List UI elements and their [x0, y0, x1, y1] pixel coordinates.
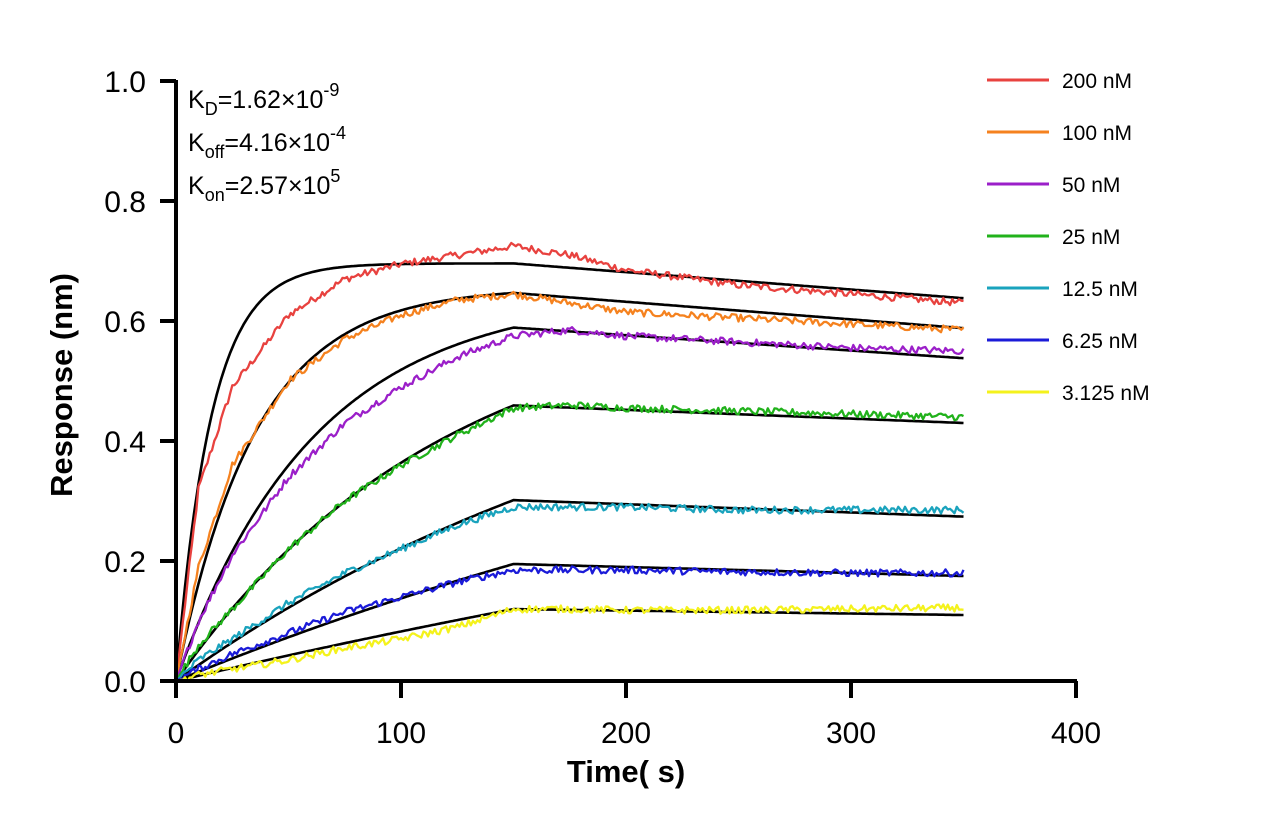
x-tick-label: 300: [826, 717, 876, 750]
fit-curve: [174, 262, 964, 682]
series-line-6: [175, 603, 964, 683]
fit-curve: [174, 404, 964, 682]
fit-curves: [174, 262, 964, 683]
x-tick-label: 100: [376, 717, 426, 750]
fit-curve: [174, 326, 964, 682]
fit-curve: [175, 498, 964, 683]
fit-curve: [175, 562, 964, 683]
kinetic-constant: Kon=2.57×105: [188, 166, 340, 205]
y-ticks: 0.0 0.2 0.4 0.6 0.8 1.0: [104, 66, 176, 699]
legend-label: 12.5 nM: [1062, 278, 1138, 301]
data-series: [174, 241, 965, 683]
axes: [174, 80, 1077, 683]
legend: 200 nM 100 nM 50 nM 25 nM 12.5 nM 6.25 nM 3.12…: [987, 70, 1150, 405]
y-tick-label: 0.4: [104, 426, 146, 459]
x-ticks: 0 100 200 300 400: [168, 681, 1101, 750]
legend-label: 25 nM: [1062, 226, 1120, 249]
series-line-4: [175, 502, 965, 682]
series-line-5: [175, 565, 965, 683]
y-tick-label: 0.0: [104, 666, 146, 699]
y-tick-label: 0.6: [104, 306, 146, 339]
x-tick-label: 200: [601, 717, 651, 750]
kinetic-constant: Koff=4.16×10-4: [188, 123, 346, 162]
series-line-0: [174, 241, 964, 682]
x-axis-title: Time( s): [567, 754, 685, 789]
y-tick-label: 0.2: [104, 546, 146, 579]
fit-curve: [174, 291, 964, 682]
series-line-1: [174, 290, 965, 682]
y-tick-label: 1.0: [104, 66, 146, 99]
x-tick-label: 400: [1051, 717, 1101, 750]
kinetic-constants: KD=1.62×10-9 Koff=4.16×10-4 Kon=2.57×105: [188, 80, 346, 205]
legend-label: 100 nM: [1062, 122, 1132, 145]
series-line-2: [174, 326, 965, 682]
legend-label: 6.25 nM: [1062, 330, 1138, 353]
kinetic-constant: KD=1.62×10-9: [188, 80, 339, 119]
series-line-3: [175, 401, 964, 682]
legend-label: 50 nM: [1062, 174, 1120, 197]
x-tick-label: 0: [168, 717, 185, 750]
y-axis-title: Response (nm): [44, 273, 79, 497]
legend-label: 200 nM: [1062, 70, 1132, 93]
legend-label: 3.125 nM: [1062, 382, 1150, 405]
y-tick-label: 0.8: [104, 186, 146, 219]
fit-curve: [175, 607, 964, 683]
